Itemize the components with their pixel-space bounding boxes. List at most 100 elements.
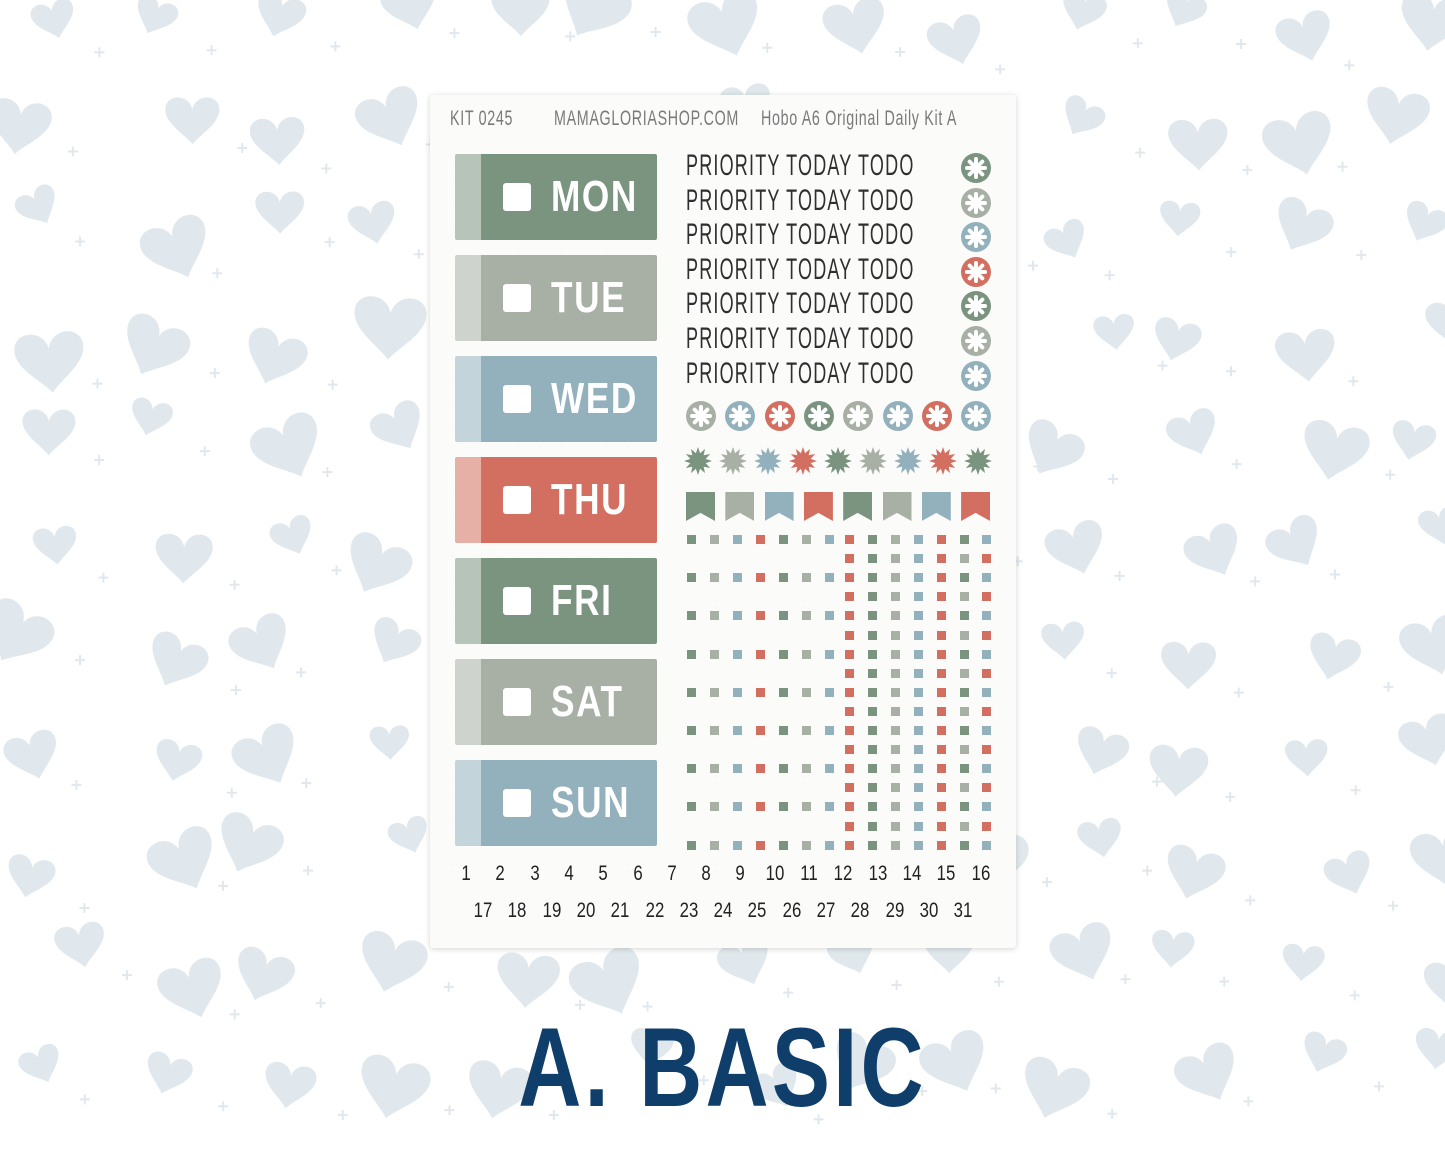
checkbox-dot — [913, 783, 923, 793]
checkbox-square — [503, 183, 531, 211]
checkbox-dot — [936, 668, 946, 678]
plus-mark-icon — [813, 1114, 824, 1125]
plus-mark-icon — [79, 1094, 90, 1105]
checkbox-dot — [867, 687, 877, 697]
heart-icon — [14, 331, 84, 393]
heart-icon — [1323, 850, 1370, 894]
heart-icon — [717, 936, 768, 985]
day-tab-strip — [455, 255, 481, 341]
checkbox-dot — [936, 802, 946, 812]
checkbox-dot — [959, 611, 969, 621]
checkbox-dot — [936, 630, 946, 640]
plus-mark-icon — [1233, 687, 1244, 698]
checkbox-dot — [959, 668, 969, 678]
day-label-sticker: FRI — [455, 558, 657, 644]
plus-mark-icon — [94, 455, 105, 466]
checkbox-dot — [687, 764, 696, 774]
checkbox-dot — [687, 726, 696, 735]
day-label: WED — [551, 374, 638, 423]
checkbox-dot — [890, 840, 900, 850]
plus-mark-icon — [1114, 570, 1125, 581]
asterisk-circle-icon — [961, 291, 991, 322]
heart-icon — [369, 725, 409, 760]
heart-icon — [491, 0, 550, 37]
checkbox-dot — [710, 535, 719, 544]
day-tab-strip — [455, 558, 481, 644]
plus-mark-icon — [1028, 260, 1039, 271]
checkbox-dot — [890, 802, 900, 812]
plus-mark-icon — [1242, 164, 1253, 175]
plus-mark-icon — [75, 655, 86, 666]
plus-mark-icon — [230, 685, 241, 696]
priority-text: PRIORITY TODAY TODO — [686, 252, 915, 286]
checkbox-dot — [867, 764, 877, 774]
checkbox-dot — [959, 573, 969, 583]
heart-icon — [156, 739, 203, 782]
heart-icon — [248, 327, 308, 384]
heart-icon — [1406, 200, 1445, 241]
checkbox-dot — [733, 611, 742, 621]
checkbox-dot — [867, 821, 877, 831]
checkbox-dot — [845, 573, 854, 583]
plus-mark-icon — [1236, 39, 1247, 50]
checkbox-dot — [845, 535, 854, 544]
checkbox-dot — [982, 783, 992, 793]
checkbox-dot — [756, 649, 765, 659]
checkbox-dot — [733, 687, 742, 697]
heart-icon — [8, 854, 56, 898]
heart-icon — [54, 921, 104, 967]
checkbox-square — [503, 284, 531, 312]
checkbox-dot — [867, 573, 877, 583]
plus-mark-icon — [322, 467, 333, 478]
checkbox-dot — [779, 764, 788, 774]
heart-icon — [1077, 817, 1121, 858]
checkbox-dot — [867, 783, 877, 793]
checkbox-dot — [845, 764, 854, 774]
plus-mark-icon — [1135, 147, 1146, 158]
starburst-icon — [754, 447, 782, 475]
starburst-icon — [824, 447, 852, 475]
starburst-icon — [929, 447, 957, 475]
heart-icon — [355, 86, 418, 146]
plus-mark-icon — [1132, 38, 1143, 49]
asterisk-circle-icon — [961, 187, 991, 218]
checkbox-dot — [779, 687, 788, 697]
heart-icon — [1261, 110, 1331, 175]
heart-icon — [152, 631, 209, 686]
checkbox-dot — [779, 802, 788, 812]
heart-icon — [631, 1028, 674, 1067]
checkbox-dot — [890, 706, 900, 716]
checkbox-dot — [825, 840, 834, 850]
checkbox-dot — [779, 535, 788, 544]
day-tab-strip — [455, 760, 481, 846]
checkbox-dot — [936, 764, 946, 774]
heart-icon — [1078, 726, 1130, 775]
heart-icon — [1399, 614, 1445, 675]
priority-text: PRIORITY TODAY TODO — [686, 356, 915, 390]
day-label: SAT — [551, 677, 624, 726]
checkbox-dot — [936, 573, 946, 583]
checkbox-dot — [959, 592, 969, 602]
checkbox-dot — [825, 802, 834, 812]
checkbox-dot — [710, 764, 719, 774]
plus-mark-icon — [1231, 459, 1242, 470]
checkbox-dot — [890, 668, 900, 678]
checkbox-dot — [959, 554, 969, 564]
heart-icon — [1310, 632, 1362, 680]
checkbox-dot — [687, 840, 696, 850]
checkbox-dot — [913, 764, 923, 774]
asterisk-circle-icon — [803, 401, 834, 431]
heart-icon — [1065, 95, 1106, 135]
checkbox-dot — [710, 687, 719, 697]
date-number: 20 — [576, 899, 596, 922]
checkbox-dot — [890, 649, 900, 659]
heart-icon — [265, 1061, 317, 1109]
plus-mark-icon — [212, 268, 223, 279]
checkbox-dot — [845, 592, 854, 602]
date-number: 2 — [495, 862, 505, 885]
checkbox-square — [503, 385, 531, 413]
checkbox-dot — [845, 802, 854, 812]
checkbox-dot — [756, 840, 765, 850]
checkbox-dot — [867, 592, 877, 602]
heart-icon — [139, 214, 206, 278]
